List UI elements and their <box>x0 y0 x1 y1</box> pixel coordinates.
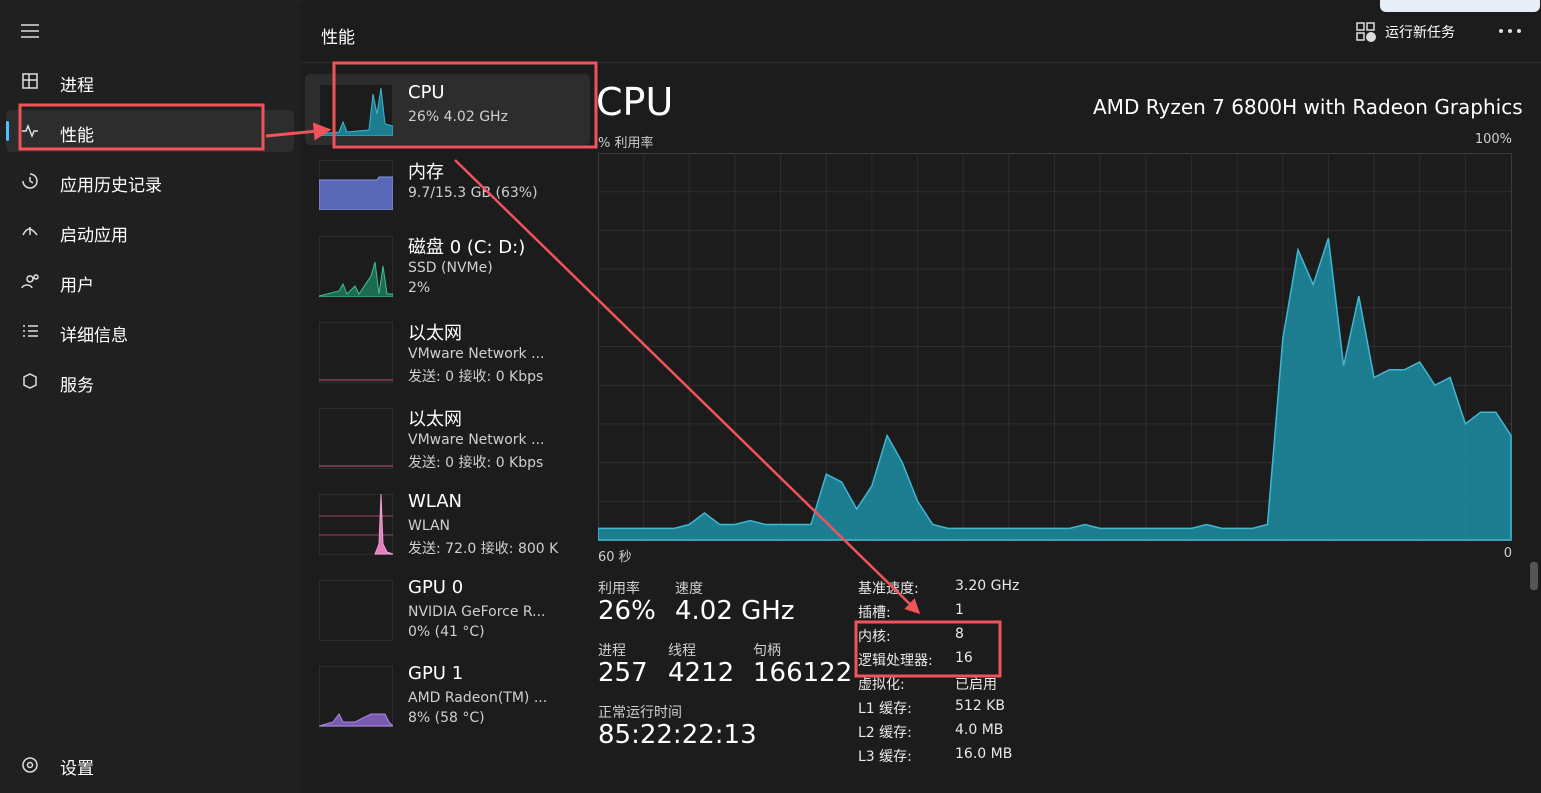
spec-value: 8 <box>955 626 964 642</box>
spec-label: 虚拟化: <box>858 677 905 693</box>
nav-selected-bg <box>6 110 294 152</box>
nav-icon <box>23 325 38 337</box>
nav-item[interactable]: 性能 <box>60 126 94 146</box>
memory-thumb <box>319 160 393 210</box>
device-detail: 8% (58 °C) <box>408 710 485 726</box>
spec-label: L1 缓存: <box>858 701 912 717</box>
nav-icon <box>22 173 38 189</box>
nav-item[interactable]: 详细信息 <box>60 326 128 346</box>
stat-value: 4212 <box>668 658 735 688</box>
menu-button[interactable] <box>20 22 40 40</box>
nav-item[interactable]: 进程 <box>60 76 94 96</box>
device-detail: VMware Network ... <box>408 346 545 362</box>
scrollbar[interactable] <box>1530 562 1538 590</box>
stat-label: 线程 <box>668 643 696 659</box>
spec-label: 插槽: <box>858 605 891 621</box>
device-name[interactable]: CPU <box>408 82 445 103</box>
spec-value: 512 KB <box>955 698 1005 714</box>
nav-icon <box>22 73 38 89</box>
nav-icon <box>22 123 38 139</box>
stat-value: 4.02 GHz <box>675 596 795 626</box>
ethernet-thumb <box>319 322 393 383</box>
nav-settings[interactable]: 设置 <box>60 759 94 779</box>
gpu1-thumb <box>319 666 393 727</box>
cpu-model: AMD Ryzen 7 6800H with Radeon Graphics <box>1093 95 1523 119</box>
device-name[interactable]: GPU 0 <box>408 577 464 598</box>
device-detail: 2% <box>408 280 431 296</box>
disk-thumb <box>319 236 393 297</box>
spec-label: L3 缓存: <box>858 749 912 765</box>
device-name[interactable]: 以太网 <box>408 409 462 430</box>
stat-label: 利用率 <box>598 581 640 597</box>
stat-value: 85:22:22:13 <box>598 720 757 750</box>
stat-label: 进程 <box>598 643 626 659</box>
stat-label: 速度 <box>675 581 703 597</box>
graph-x-end: 0 <box>1503 546 1512 561</box>
settings-icon <box>22 757 38 773</box>
device-detail: 发送: 72.0 接收: 800 K <box>408 541 559 557</box>
nav-item[interactable]: 服务 <box>60 376 94 396</box>
device-detail: 26% 4.02 GHz <box>408 109 508 125</box>
stat-label: 句柄 <box>753 643 781 659</box>
gpu0-thumb <box>319 580 393 641</box>
page-title: 性能 <box>321 28 355 48</box>
device-detail: WLAN <box>408 518 451 534</box>
spec-label: 逻辑处理器: <box>858 653 933 669</box>
nav-icon <box>23 373 37 389</box>
stat-value: 26% <box>598 596 656 626</box>
run-task-icon <box>1356 22 1376 42</box>
more-button[interactable] <box>1498 28 1522 34</box>
graph-max-label: 100% <box>1474 132 1512 147</box>
device-name[interactable]: WLAN <box>408 491 463 512</box>
device-name[interactable]: 内存 <box>408 162 444 183</box>
spec-value: 4.0 MB <box>955 722 1004 738</box>
detail-title: CPU <box>596 80 674 124</box>
device-detail: SSD (NVMe) <box>408 260 493 276</box>
nav-item[interactable]: 用户 <box>60 276 94 296</box>
nav-item[interactable]: 应用历史记录 <box>60 176 162 196</box>
spec-label: 内核: <box>858 629 891 645</box>
device-name[interactable]: GPU 1 <box>408 663 464 684</box>
nav-icon <box>22 227 38 236</box>
nav-item[interactable]: 启动应用 <box>60 226 128 246</box>
device-name[interactable]: 以太网 <box>408 323 462 344</box>
cpu-thumb <box>319 84 393 136</box>
spec-value: 3.20 GHz <box>955 578 1020 594</box>
device-detail: 9.7/15.3 GB (63%) <box>408 185 538 201</box>
device-name[interactable]: 磁盘 0 (C: D:) <box>408 237 526 258</box>
nav-indicator <box>6 121 9 141</box>
spec-value: 16.0 MB <box>955 746 1013 762</box>
overlay-window-edge <box>1380 0 1540 12</box>
spec-label: 基准速度: <box>858 581 919 597</box>
device-detail: 发送: 0 接收: 0 Kbps <box>408 369 544 385</box>
ethernet-thumb <box>319 408 393 469</box>
stat-label: 正常运行时间 <box>598 705 682 721</box>
stat-value: 257 <box>598 658 648 688</box>
nav-icon <box>21 274 39 289</box>
device-detail: 发送: 0 接收: 0 Kbps <box>408 455 544 471</box>
run-task-button[interactable]: 运行新任务 <box>1385 25 1455 41</box>
spec-value: 16 <box>955 650 973 666</box>
device-detail: AMD Radeon(TM) ... <box>408 690 548 706</box>
spec-value: 1 <box>955 602 964 618</box>
graph-y-label: % 利用率 <box>598 136 654 151</box>
stat-value: 166122 <box>753 658 853 688</box>
wlan-thumb <box>319 494 393 555</box>
cpu-graph <box>598 153 1512 541</box>
header-divider <box>300 62 1541 63</box>
graph-x-start: 60 秒 <box>598 550 632 565</box>
spec-label: L2 缓存: <box>858 725 912 741</box>
device-detail: 0% (41 °C) <box>408 624 485 640</box>
device-detail: NVIDIA GeForce R... <box>408 604 546 620</box>
spec-value: 已启用 <box>955 677 997 693</box>
device-detail: VMware Network ... <box>408 432 545 448</box>
